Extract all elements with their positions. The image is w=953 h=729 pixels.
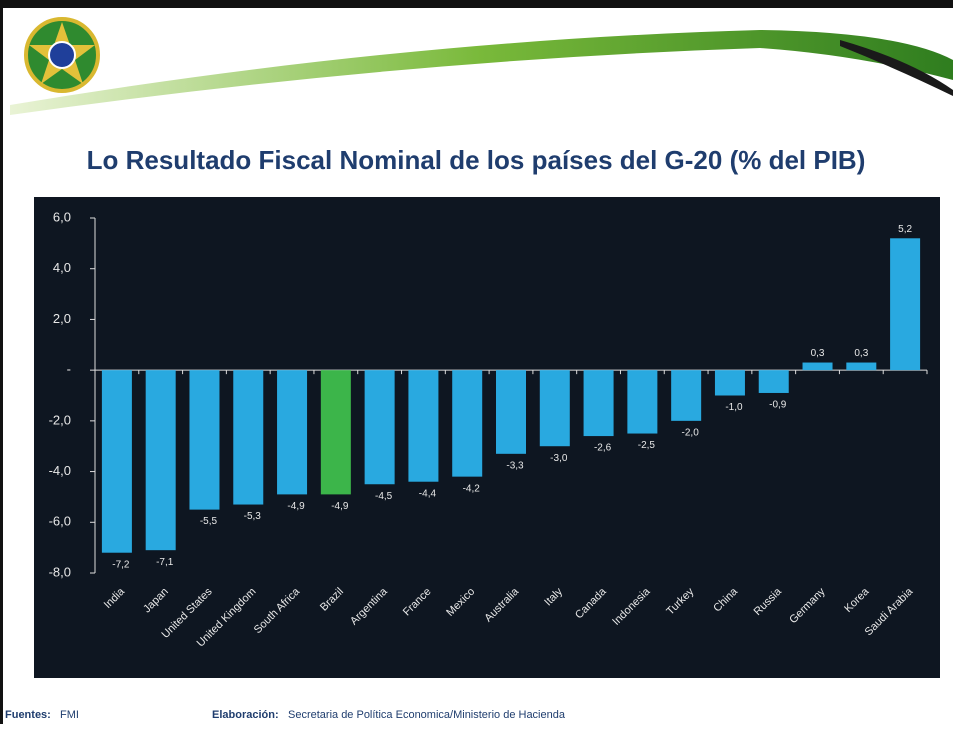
chart-area [34, 197, 940, 678]
y-tick-label: 6,0 [53, 209, 71, 224]
slide-title: Lo Resultado Fiscal Nominal de los paíse… [87, 145, 866, 175]
value-label: -4,2 [463, 483, 481, 494]
y-tick-label: -8,0 [49, 564, 71, 579]
bar [583, 370, 614, 437]
value-label: -4,5 [375, 491, 393, 502]
value-label: -0,9 [769, 400, 787, 411]
credit: Secretaria de Política Economica/Ministe… [288, 709, 566, 721]
value-label: -4,9 [331, 501, 349, 512]
bar [101, 370, 132, 553]
value-label: 0,3 [811, 348, 825, 359]
bar [320, 370, 351, 495]
value-label: 0,3 [854, 348, 868, 359]
y-tick-label: - [67, 362, 71, 377]
bar [277, 370, 308, 495]
top-border [0, 0, 953, 8]
bar [496, 370, 526, 454]
y-tick-label: -6,0 [49, 514, 71, 529]
source: FMI [60, 709, 79, 721]
y-tick-label: 2,0 [53, 311, 71, 326]
left-border [0, 0, 3, 724]
y-tick-label: -4,0 [49, 463, 71, 478]
value-label: -5,3 [244, 511, 262, 522]
bar [145, 370, 176, 551]
value-label: -2,5 [638, 440, 656, 451]
bar [233, 370, 264, 505]
y-tick-label: -2,0 [49, 412, 71, 427]
value-label: -2,6 [594, 443, 612, 454]
bar [890, 238, 921, 371]
bar [627, 370, 658, 434]
value-label: -3,3 [506, 460, 524, 471]
bar [408, 370, 439, 482]
value-label: -4,4 [419, 488, 437, 499]
value-label: -4,9 [287, 501, 305, 512]
value-label: -7,2 [112, 559, 130, 570]
value-label: -3,0 [550, 453, 568, 464]
bar [452, 370, 483, 477]
emblem [24, 17, 100, 93]
value-label: -2,0 [682, 427, 700, 438]
header-swoosh [10, 30, 953, 115]
bar [189, 370, 220, 510]
value-label: -1,0 [725, 402, 743, 413]
bar [802, 362, 833, 371]
bar [714, 370, 745, 396]
bar [758, 370, 789, 393]
y-tick-label: 4,0 [53, 260, 71, 275]
value-label: -7,1 [156, 557, 174, 568]
bar [846, 362, 877, 371]
value-label: 5,2 [898, 224, 912, 235]
credit-label: Elaboración: [212, 709, 279, 721]
bar [539, 370, 570, 447]
value-label: -5,5 [200, 516, 218, 527]
bar [671, 370, 702, 421]
header-swoosh-dark [840, 40, 953, 96]
bar [364, 370, 395, 485]
source-label: Fuentes: [5, 709, 51, 721]
